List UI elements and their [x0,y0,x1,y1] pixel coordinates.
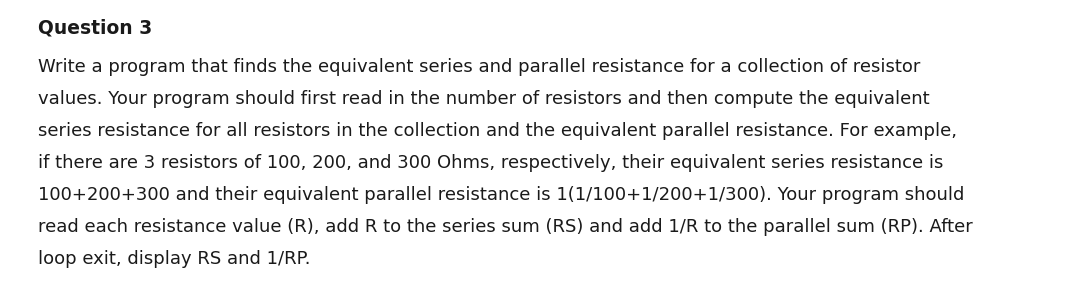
Text: values. Your program should first read in the number of resistors and then compu: values. Your program should first read i… [38,90,929,108]
Text: loop exit, display RS and 1/RP.: loop exit, display RS and 1/RP. [38,250,310,268]
Text: if there are 3 resistors of 100, 200, and 300 Ohms, respectively, their equivale: if there are 3 resistors of 100, 200, an… [38,154,943,172]
Text: Question 3: Question 3 [38,18,152,37]
Text: 100+200+300 and their equivalent parallel resistance is 1(1/100+1/200+1/300). Yo: 100+200+300 and their equivalent paralle… [38,186,965,204]
Text: Write a program that finds the equivalent series and parallel resistance for a c: Write a program that finds the equivalen… [38,58,921,76]
Text: read each resistance value (R), add R to the series sum (RS) and add 1/R to the : read each resistance value (R), add R to… [38,218,972,236]
Text: series resistance for all resistors in the collection and the equivalent paralle: series resistance for all resistors in t… [38,122,957,140]
